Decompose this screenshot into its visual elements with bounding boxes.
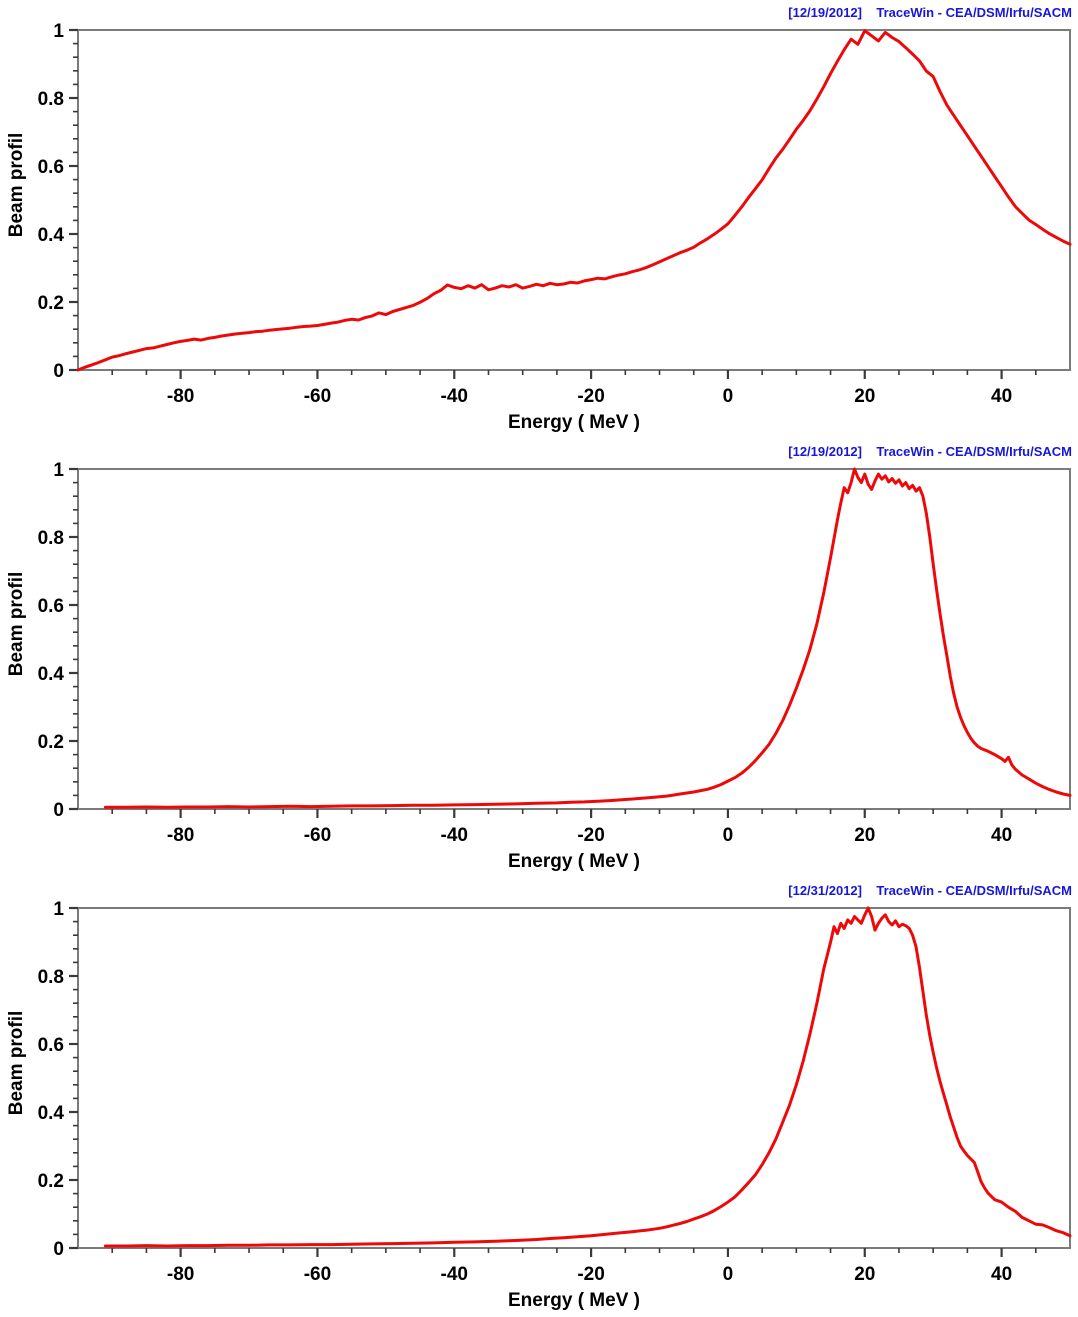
x-tick-label: -40 bbox=[441, 1264, 468, 1285]
x-tick-label: -60 bbox=[304, 825, 331, 846]
y-tick-label: 0 bbox=[53, 800, 64, 821]
plot-date-stamp: [12/19/2012] bbox=[788, 5, 862, 20]
y-tick-label: 0.2 bbox=[38, 293, 64, 314]
x-tick-label: 20 bbox=[854, 1264, 875, 1285]
x-axis-title: Energy ( MeV ) bbox=[508, 851, 640, 872]
x-tick-label: 20 bbox=[854, 825, 875, 846]
tracewin-credit: TraceWin - CEA/DSM/Irfu/SACM bbox=[876, 883, 1072, 898]
y-tick-label: 0.4 bbox=[38, 664, 65, 685]
y-tick-label: 1 bbox=[53, 21, 64, 42]
beam-profile-curve bbox=[103, 906, 1072, 1248]
plot-date-stamp: [12/31/2012] bbox=[788, 883, 862, 898]
beam-profile-chart-2: [12/19/2012] TraceWin - CEA/DSM/Irfu/SAC… bbox=[0, 439, 1078, 878]
x-tick-label: -80 bbox=[167, 386, 194, 407]
y-tick-label: 1 bbox=[53, 899, 64, 920]
x-tick-label: -60 bbox=[304, 1264, 331, 1285]
y-tick-label: 0.2 bbox=[38, 1171, 64, 1192]
x-tick-label: -20 bbox=[577, 1264, 604, 1285]
beam-profile-plot-canvas: -80 -60 -40 -20 0 20 40 0 0.2 0.4 0.6 0.8 1 Energy ( … bbox=[6, 899, 1072, 1311]
x-tick-label: -20 bbox=[577, 386, 604, 407]
x-tick-label: -60 bbox=[304, 386, 331, 407]
axes: -80 -60 -40 -20 0 20 40 0 0.2 0.4 0.6 0.8 1 bbox=[38, 460, 1071, 846]
beam-profile-plot-canvas: -80 -60 -40 -20 0 20 40 0 0.2 0.4 0.6 0.8 1 Energy ( … bbox=[6, 460, 1072, 872]
x-tick-label: -40 bbox=[441, 386, 468, 407]
tracewin-credit: TraceWin - CEA/DSM/Irfu/SACM bbox=[876, 444, 1072, 459]
y-axis-title: Beam profil bbox=[6, 133, 27, 238]
y-tick-label: 0.8 bbox=[38, 89, 64, 110]
y-tick-label: 0.6 bbox=[38, 157, 64, 178]
x-tick-label: 40 bbox=[991, 825, 1012, 846]
x-tick-label: 40 bbox=[991, 1264, 1012, 1285]
beam-profile-chart-1: [12/19/2012] TraceWin - CEA/DSM/Irfu/SAC… bbox=[0, 0, 1078, 439]
axes: -80 -60 -40 -20 0 20 40 0 0.2 0.4 0.6 0.8 1 bbox=[38, 21, 1071, 407]
y-tick-label: 0 bbox=[53, 361, 64, 382]
y-tick-label: 0.6 bbox=[38, 1035, 64, 1056]
x-tick-label: -80 bbox=[167, 825, 194, 846]
x-tick-label: 0 bbox=[723, 825, 734, 846]
y-tick-label: 0.4 bbox=[38, 1103, 65, 1124]
y-tick-label: 0.8 bbox=[38, 967, 64, 988]
y-tick-label: 0 bbox=[53, 1239, 64, 1260]
beam-profile-chart-3: [12/31/2012] TraceWin - CEA/DSM/Irfu/SAC… bbox=[0, 878, 1078, 1317]
y-tick-label: 1 bbox=[53, 460, 64, 481]
plot-frame bbox=[77, 907, 1071, 1249]
x-tick-label: -40 bbox=[441, 825, 468, 846]
y-tick-label: 0.8 bbox=[38, 528, 64, 549]
beam-profile-plot-canvas: -80 -60 -40 -20 0 20 40 0 0.2 0.4 0.6 0.8 1 Energy ( … bbox=[6, 21, 1072, 433]
x-axis-title: Energy ( MeV ) bbox=[508, 1290, 640, 1311]
x-tick-label: -20 bbox=[577, 825, 604, 846]
beam-profile-curve bbox=[76, 29, 1072, 372]
x-axis-title: Energy ( MeV ) bbox=[508, 412, 640, 433]
plot-frame bbox=[77, 468, 1071, 810]
y-tick-label: 0.2 bbox=[38, 732, 64, 753]
x-tick-label: 40 bbox=[991, 386, 1012, 407]
axes: -80 -60 -40 -20 0 20 40 0 0.2 0.4 0.6 0.8 1 bbox=[38, 899, 1071, 1285]
y-tick-label: 0.4 bbox=[38, 225, 65, 246]
beam-profile-curve bbox=[103, 467, 1072, 809]
y-axis-title: Beam profil bbox=[6, 1011, 27, 1116]
tracewin-credit: TraceWin - CEA/DSM/Irfu/SACM bbox=[876, 5, 1072, 20]
y-axis-title: Beam profil bbox=[6, 572, 27, 677]
x-tick-label: 0 bbox=[723, 386, 734, 407]
x-tick-label: 20 bbox=[854, 386, 875, 407]
y-tick-label: 0.6 bbox=[38, 596, 64, 617]
plot-date-stamp: [12/19/2012] bbox=[788, 444, 862, 459]
x-tick-label: 0 bbox=[723, 1264, 734, 1285]
x-tick-label: -80 bbox=[167, 1264, 194, 1285]
plot-frame bbox=[77, 29, 1071, 371]
